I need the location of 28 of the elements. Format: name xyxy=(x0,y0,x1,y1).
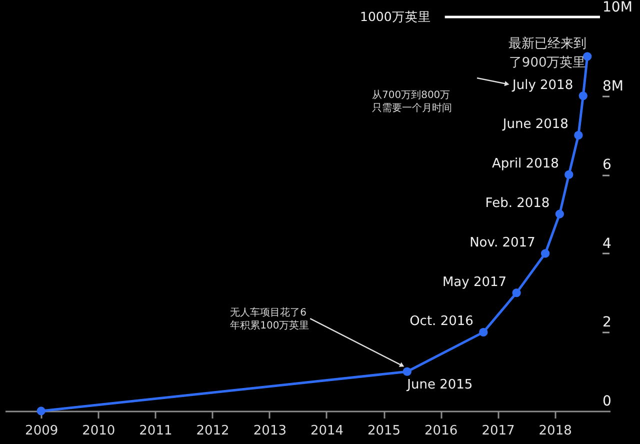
data-label: Feb. 2018 xyxy=(485,196,550,211)
data-label: July 2018 xyxy=(512,78,574,93)
data-label: Oct. 2016 xyxy=(410,314,474,330)
data-label: May 2017 xyxy=(442,274,507,290)
x-tick-label: 2013 xyxy=(253,424,286,438)
x-tick-label: 2017 xyxy=(482,424,515,438)
y-tick-label: 10M xyxy=(602,0,632,16)
y-tick-label: 4 xyxy=(602,236,612,252)
data-label: Nov. 2017 xyxy=(470,235,536,250)
annotation: 无人车项目花了6年积累100万英里 xyxy=(230,306,310,332)
x-tick-label: 2010 xyxy=(82,424,116,438)
y-tick-label: 8M xyxy=(602,78,624,94)
x-tick-label: 2011 xyxy=(139,424,172,438)
data-label: June 2018 xyxy=(502,117,568,132)
y-tick-label: 0 xyxy=(602,394,612,410)
x-tick-label: 2012 xyxy=(196,424,230,438)
x-tick-label: 2016 xyxy=(424,424,458,438)
annotation: 从700万到800万只需要一个月时间 xyxy=(372,89,452,114)
x-tick-label: 2009 xyxy=(25,424,58,438)
x-tick-label: 2015 xyxy=(367,424,401,438)
y-tick-label: 6 xyxy=(602,157,612,174)
x-tick-label: 2014 xyxy=(310,424,344,438)
data-label: April 2018 xyxy=(492,156,559,172)
data-label: June 2015 xyxy=(406,378,473,393)
y-tick-label: 2 xyxy=(602,314,612,331)
ref-line-label: 1000万英里 xyxy=(360,9,431,24)
annotation: 最新已经来到了900万英里 xyxy=(508,36,586,70)
x-tick-label: 2018 xyxy=(538,424,572,438)
